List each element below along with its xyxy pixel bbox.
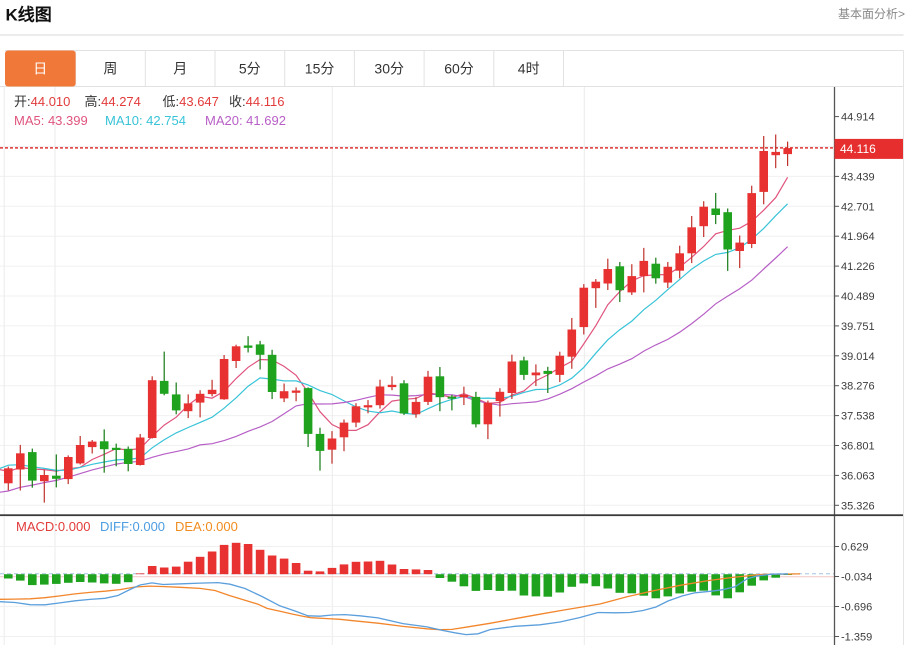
svg-text:43.439: 43.439 <box>841 171 875 183</box>
svg-text:40.489: 40.489 <box>841 291 875 303</box>
svg-text:42.701: 42.701 <box>841 201 875 213</box>
svg-text:月: 月 <box>173 61 187 77</box>
svg-text:37.538: 37.538 <box>841 411 875 423</box>
svg-text:60分: 60分 <box>444 61 474 77</box>
svg-text:36.063: 36.063 <box>841 470 875 482</box>
svg-text:基本面分析>: 基本面分析> <box>838 7 905 21</box>
svg-text:-1.359: -1.359 <box>841 632 872 644</box>
svg-text:K线图: K线图 <box>6 5 52 25</box>
svg-text:5分: 5分 <box>239 61 261 77</box>
svg-text:41.226: 41.226 <box>841 261 875 273</box>
svg-text:-0.034: -0.034 <box>841 572 872 584</box>
svg-text:日: 日 <box>33 61 47 77</box>
svg-text:39.751: 39.751 <box>841 321 875 333</box>
svg-text:36.801: 36.801 <box>841 441 875 453</box>
svg-text:4时: 4时 <box>518 61 540 77</box>
svg-text:39.014: 39.014 <box>841 351 875 363</box>
svg-text:41.964: 41.964 <box>841 231 875 243</box>
svg-text:15分: 15分 <box>305 61 335 77</box>
svg-text:44.914: 44.914 <box>841 112 875 124</box>
svg-text:44.116: 44.116 <box>840 142 876 156</box>
svg-text:周: 周 <box>103 61 117 77</box>
svg-text:30分: 30分 <box>374 61 404 77</box>
svg-text:35.326: 35.326 <box>841 500 875 512</box>
svg-text:38.276: 38.276 <box>841 381 875 393</box>
svg-text:-0.696: -0.696 <box>841 602 872 614</box>
svg-text:0.629: 0.629 <box>841 542 869 554</box>
